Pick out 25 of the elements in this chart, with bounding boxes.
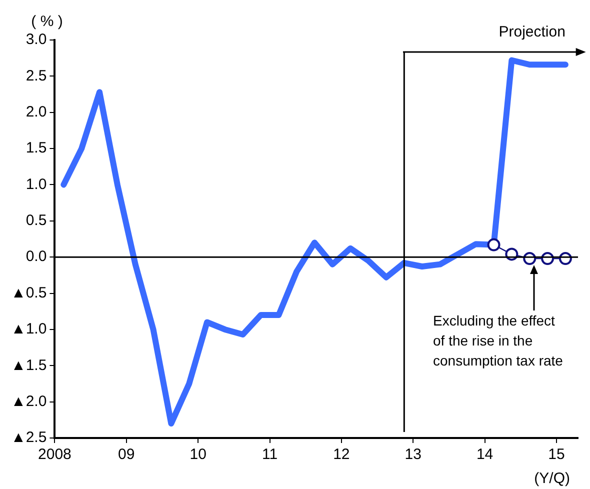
x-axis-title: (Y/Q) — [534, 470, 570, 487]
y-tick-label: 3.0 — [26, 31, 47, 48]
x-tick-label: 2008 — [38, 446, 72, 464]
y-tick-label: 0.0 — [26, 248, 47, 266]
x-tick-label: 14 — [476, 446, 494, 464]
point — [487, 238, 500, 252]
x-tick-label: 13 — [404, 446, 422, 464]
y-tick-label: ▲2.0 — [10, 392, 47, 410]
x-tick-label: 15 — [548, 446, 565, 464]
annotation: Excluding the effect of the rise in the consumption tax rate — [433, 312, 564, 368]
y-tick-label: ▲2.5 — [10, 429, 47, 446]
y-axis-title: ( % ) — [31, 13, 63, 30]
y-tick-label: ▲0.5 — [10, 284, 47, 302]
y-tick-label: 2.5 — [26, 67, 47, 84]
x-tick-label: 12 — [333, 446, 350, 464]
y-tick-label: 1.5 — [26, 140, 47, 157]
y-tick-label: ▲1.0 — [10, 320, 47, 338]
x-tick-label: 09 — [118, 446, 135, 464]
x-tick-label: 10 — [190, 446, 206, 464]
ref-line-label: Projection — [498, 24, 566, 41]
x-tick-label: 11 — [262, 446, 278, 464]
y-tick-label: 1.0 — [26, 176, 47, 193]
y-tick-label: 0.5 — [26, 212, 47, 230]
y-tick-label: ▲1.5 — [10, 356, 47, 374]
y-tick-label: 2.0 — [26, 104, 47, 121]
